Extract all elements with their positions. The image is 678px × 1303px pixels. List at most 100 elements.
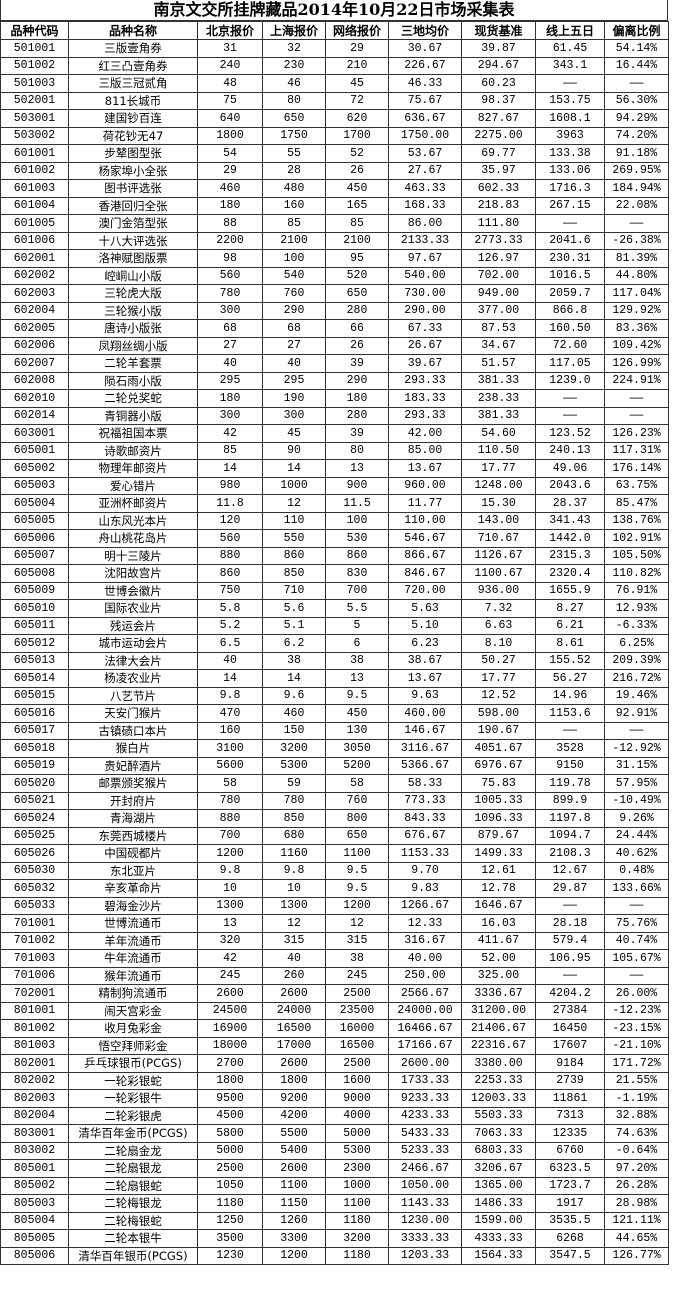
cell-avg-price: 1750.00 (388, 126, 462, 145)
cell-spot-base: 7.32 (461, 599, 536, 618)
cell-avg-price: 773.33 (388, 791, 462, 810)
cell-online-5day: 240.13 (535, 441, 605, 460)
table-row: 802004 二轮彩银虎 4500 4200 4000 4233.33 5503.33 731… (0, 1106, 669, 1125)
cell-shanghai-price: 55 (262, 144, 326, 163)
cell-code: 701003 (0, 949, 69, 968)
cell-avg-price: 316.67 (388, 931, 462, 950)
cell-deviation: —— (604, 966, 669, 985)
cell-deviation: —— (604, 896, 669, 915)
cell-online-price: 1200 (325, 896, 389, 915)
cell-name: 诗歌邮资片 (68, 441, 198, 460)
cell-name: 杨凌农业片 (68, 669, 198, 688)
cell-name: 澳门金箔型张 (68, 214, 198, 233)
cell-shanghai-price: 90 (262, 441, 326, 460)
cell-online-price: 1600 (325, 1071, 389, 1090)
cell-online-price: 1700 (325, 126, 389, 145)
cell-avg-price: 676.67 (388, 826, 462, 845)
cell-avg-price: 85.00 (388, 441, 462, 460)
cell-spot-base: 12.61 (461, 861, 536, 880)
table-row: 605017 古镇碛口本片 160 150 130 146.67 190.67 —— —— (0, 721, 669, 740)
table-row: 605001 诗歌邮资片 85 90 80 85.00 110.50 240.13 117.31… (0, 441, 669, 460)
cell-shanghai-price: 3300 (262, 1229, 326, 1248)
cell-shanghai-price: 4200 (262, 1106, 326, 1125)
cell-code: 803002 (0, 1141, 69, 1160)
cell-shanghai-price: 150 (262, 721, 326, 740)
table-row: 803001 清华百年金币(PCGS) 5800 5500 5000 5433.33 706… (0, 1124, 669, 1143)
cell-online-price: 45 (325, 74, 389, 93)
cell-shanghai-price: 14 (262, 669, 326, 688)
cell-avg-price: 290.00 (388, 301, 462, 320)
cell-deviation: 81.39% (604, 249, 669, 268)
cell-online-price: 1100 (325, 844, 389, 863)
table-row: 605018 猴白片 3100 3200 3050 3116.67 4051.67 3528-… (0, 739, 669, 758)
cell-spot-base: 1486.33 (461, 1194, 536, 1213)
cell-online-price: 2300 (325, 1159, 389, 1178)
cell-online-5day: 72.60 (535, 336, 605, 355)
cell-beijing-price: 1200 (197, 844, 263, 863)
cell-deviation: 26.28% (604, 1176, 669, 1195)
cell-online-price: 5300 (325, 1141, 389, 1160)
cell-code: 605032 (0, 879, 69, 898)
cell-beijing-price: 1180 (197, 1194, 263, 1213)
table-row: 701001 世博流通币 13 12 12 12.33 16.03 28.18 75.76% (0, 914, 669, 933)
cell-code: 802001 (0, 1054, 69, 1073)
cell-online-5day: 106.95 (535, 949, 605, 968)
cell-deviation: 0.48% (604, 861, 669, 880)
header-online-price: 网络报价 (325, 21, 389, 40)
cell-online-price: 1180 (325, 1211, 389, 1230)
cell-beijing-price: 1800 (197, 126, 263, 145)
cell-code: 605008 (0, 564, 69, 583)
cell-spot-base: 34.67 (461, 336, 536, 355)
table-row: 605025 东莞西城楼片 700 680 650 676.67 879.67 1094.7 2… (0, 826, 669, 845)
cell-spot-base: 22316.67 (461, 1036, 536, 1055)
cell-online-5day: 155.52 (535, 651, 605, 670)
cell-name: 二轮扇银龙 (68, 1159, 198, 1178)
cell-code: 503002 (0, 126, 69, 145)
cell-online-price: 5000 (325, 1124, 389, 1143)
cell-online-price: 210 (325, 56, 389, 75)
cell-deviation: 85.47% (604, 494, 669, 513)
cell-shanghai-price: 5.1 (262, 616, 326, 635)
cell-beijing-price: 14 (197, 459, 263, 478)
cell-name: 八艺节片 (68, 686, 198, 705)
cell-deviation: 74.63% (604, 1124, 669, 1143)
cell-deviation: 44.65% (604, 1229, 669, 1248)
cell-avg-price: 13.67 (388, 459, 462, 478)
cell-beijing-price: 58 (197, 774, 263, 793)
cell-beijing-price: 14 (197, 669, 263, 688)
table-row: 702001 精制狗流通币 2600 2600 2500 2566.67 3336.67 42… (0, 984, 669, 1003)
cell-online-price: 1000 (325, 1176, 389, 1195)
cell-online-5day: 2059.7 (535, 284, 605, 303)
cell-code: 803001 (0, 1124, 69, 1143)
cell-deviation: -26.38% (604, 231, 669, 250)
cell-code: 602006 (0, 336, 69, 355)
table-row: 701003 牛年流通币 42 40 38 40.00 52.00 106.95 105.67% (0, 949, 669, 968)
cell-shanghai-price: 2600 (262, 984, 326, 1003)
table-row: 601004 香港回归全张 180 160 165 168.33 218.83 267.15 2… (0, 196, 669, 215)
cell-online-5day: 2041.6 (535, 231, 605, 250)
cell-avg-price: 146.67 (388, 721, 462, 740)
cell-shanghai-price: 14 (262, 459, 326, 478)
cell-online-price: 280 (325, 301, 389, 320)
cell-name: 世博会徽片 (68, 581, 198, 600)
cell-shanghai-price: 850 (262, 564, 326, 583)
table-row: 605004 亚洲杯邮资片 11.8 12 11.5 11.77 15.30 28.37 85.… (0, 494, 669, 513)
cell-avg-price: 1230.00 (388, 1211, 462, 1230)
cell-avg-price: 53.67 (388, 144, 462, 163)
cell-spot-base: 2275.00 (461, 126, 536, 145)
cell-avg-price: 1050.00 (388, 1176, 462, 1195)
cell-spot-base: 39.87 (461, 39, 536, 58)
cell-deviation: 97.20% (604, 1159, 669, 1178)
cell-shanghai-price: 5400 (262, 1141, 326, 1160)
cell-online-5day: 341.43 (535, 511, 605, 530)
cell-beijing-price: 245 (197, 966, 263, 985)
header-online-5day: 线上五日 (535, 21, 605, 40)
cell-deviation: 110.82% (604, 564, 669, 583)
cell-beijing-price: 5000 (197, 1141, 263, 1160)
cell-beijing-price: 40 (197, 651, 263, 670)
cell-shanghai-price: 315 (262, 931, 326, 950)
cell-spot-base: 949.00 (461, 284, 536, 303)
cell-beijing-price: 9.8 (197, 686, 263, 705)
cell-name: 牛年流通币 (68, 949, 198, 968)
cell-online-price: 520 (325, 266, 389, 285)
